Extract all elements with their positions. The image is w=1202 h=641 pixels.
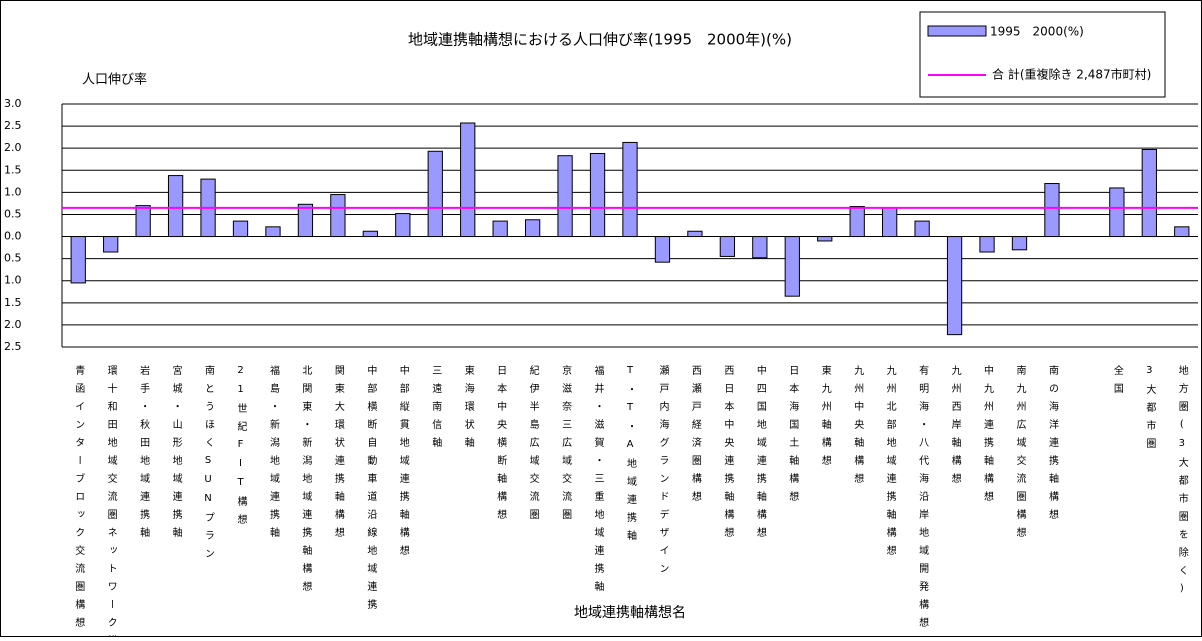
- y-tick-label: 2.5: [4, 340, 22, 353]
- bar: [1109, 187, 1125, 238]
- bar: [103, 236, 119, 253]
- x-tick-label: 関東大環状連携軸構想: [332, 365, 344, 545]
- x-tick-label: 有明海・八代海沿岸地域開発構想: [917, 364, 929, 635]
- bar: [70, 236, 86, 284]
- bar: [654, 236, 671, 263]
- x-tick-label: 日本海国土軸構想: [787, 365, 799, 509]
- x-tick-label: 北関東・新潟地域連携軸構想: [300, 365, 312, 599]
- x-tick-label: 西日本中央連携軸構想: [722, 365, 734, 545]
- bar: [427, 150, 443, 238]
- bar: [589, 152, 606, 238]
- bar: [719, 236, 736, 257]
- bar: [330, 194, 346, 238]
- y-tick-label: 0.5: [4, 252, 22, 265]
- y-tick-label: 2.0: [4, 318, 22, 331]
- x-tick-label: 紀伊半島広域交流圏: [527, 364, 539, 527]
- x-tick-label: 九州北部地域連携軸構想: [884, 365, 896, 563]
- x-tick-label: 三遠南信軸: [430, 365, 442, 455]
- x-tick-label: 瀬戸内海グランドデザイン: [657, 365, 669, 581]
- y-tick-label: 1.0: [4, 274, 22, 287]
- bar: [524, 219, 541, 238]
- x-tick-label: 地方圏(3大都市圏を除く): [1176, 364, 1188, 602]
- x-tick-label: 九州西岸軸構想: [949, 365, 961, 491]
- bar: [460, 122, 476, 238]
- bar: [1011, 236, 1028, 251]
- x-tick-label: T・T・A地域連携軸: [625, 365, 637, 548]
- bar: [135, 205, 151, 238]
- x-tick-label: 岩手・秋田地域連携軸: [138, 364, 150, 545]
- x-tick-label: 環十和田地域交流圏ネットワーク構想: [105, 365, 117, 637]
- legend-label: 合 計(重複除き 2,487市町村): [992, 67, 1151, 82]
- x-tick-label: 中九州連携軸構想: [982, 364, 994, 509]
- y-tick-label: 3.0: [4, 97, 22, 110]
- bar: [752, 236, 768, 259]
- y-tick-label: 0.0: [4, 230, 22, 243]
- bar: [817, 236, 833, 242]
- bar: [979, 236, 995, 253]
- x-tick-label: 南の海洋連携軸構想: [1046, 364, 1058, 527]
- x-tick-label: 中四国地域連携軸構想: [754, 364, 766, 545]
- bar: [622, 141, 638, 238]
- x-tick-label: 九州中央軸構想: [852, 365, 864, 491]
- bar: [784, 236, 800, 297]
- bar: [297, 203, 314, 238]
- bar: [265, 226, 281, 238]
- x-tick-label: 西瀬戸経済圏構想: [689, 365, 701, 509]
- x-tick-label: 東海環状軸: [462, 364, 474, 455]
- bar: [946, 236, 963, 336]
- x-tick-label: 宮城・山形地域連携軸: [170, 364, 182, 545]
- x-tick-label: 福島・新潟地域連携軸: [267, 364, 279, 545]
- x-tick-label: 日本中央横断軸構想: [495, 365, 507, 527]
- x-tick-label: 中部横断自動車道沿線地域連携: [365, 364, 377, 617]
- bar: [362, 230, 378, 238]
- bar: [395, 213, 411, 238]
- legend-swatch: [927, 25, 987, 37]
- bar: [167, 175, 184, 238]
- y-tick-label: 0.5: [4, 207, 22, 220]
- x-tick-label: 東九州軸構想: [819, 364, 831, 473]
- bar: [1044, 183, 1060, 238]
- x-tick-label: 青函インターブロック交流圏構想: [73, 364, 85, 635]
- bar: [1174, 226, 1190, 238]
- bar: [914, 220, 930, 238]
- bar: [492, 220, 508, 238]
- legend-label: 1995 2000(%): [990, 25, 1084, 39]
- x-tick-label: 3大都市圏: [1144, 365, 1156, 456]
- x-tick-label: 南とうほくSUNプラン: [203, 364, 215, 566]
- x-tick-label: 中部縦貫地域連携軸構想: [397, 364, 409, 563]
- y-tick-label: 1.5: [4, 296, 22, 309]
- x-axis-label: 地域連携軸構想名: [574, 605, 686, 621]
- x-tick-label: 福井・滋賀・三重地域連携軸: [592, 364, 604, 599]
- x-tick-label: 全国: [1111, 364, 1123, 401]
- bar: [1141, 149, 1157, 238]
- y-tick-label: 1.0: [4, 185, 22, 198]
- x-tick-label: 南九州広域交流圏構想: [1014, 364, 1026, 545]
- chart-title: 地域連携軸構想における人口伸び率(1995 2000年)(%): [408, 31, 792, 49]
- y-tick-label: 1.5: [4, 163, 22, 176]
- bar: [882, 207, 898, 238]
- bar: [232, 220, 249, 238]
- x-tick-label: 21世紀FIT構想: [235, 365, 247, 532]
- bar: [687, 230, 703, 238]
- y-tick-label: 2.5: [4, 119, 22, 132]
- bar: [849, 206, 865, 238]
- bar: [557, 155, 573, 238]
- y-tick-label: 2.0: [4, 141, 22, 154]
- x-tick-label: 京滋奈三広域交流圏: [560, 364, 572, 527]
- y-axis-label: 人口伸び率: [82, 72, 147, 88]
